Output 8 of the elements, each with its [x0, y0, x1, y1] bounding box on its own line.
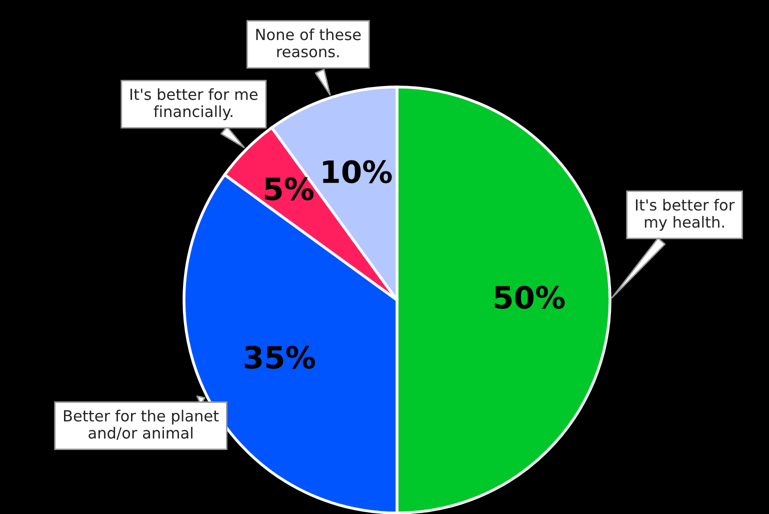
slice-label: None of these reasons.	[256, 28, 361, 58]
slice-label: It's better for my health.	[636, 198, 735, 231]
slice-label: Better for the planet and/or animal	[64, 410, 219, 440]
slice-label: It's better for me financially.	[130, 88, 258, 120]
data-label: 5%	[264, 177, 314, 200]
data-label: 50%	[494, 286, 565, 309]
data-label: 35%	[244, 346, 315, 369]
data-label: 10%	[323, 160, 392, 184]
